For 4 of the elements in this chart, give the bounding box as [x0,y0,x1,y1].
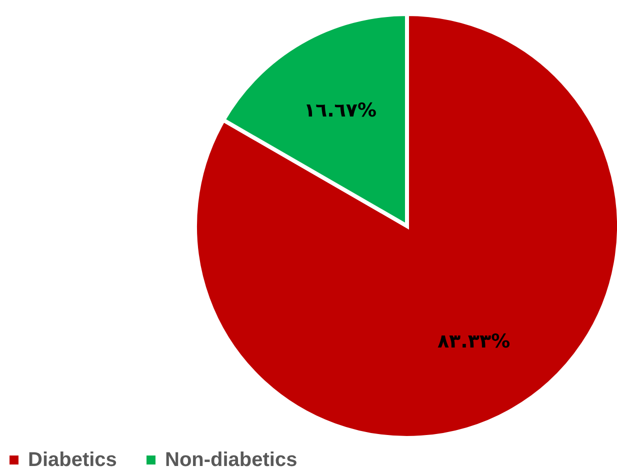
data-label: ٨٣.٣٣% [437,330,510,353]
data-label: ١٦.٦٧% [304,99,377,122]
legend-label: Non-diabetics [165,449,298,471]
legend-label: Diabetics [28,449,117,471]
